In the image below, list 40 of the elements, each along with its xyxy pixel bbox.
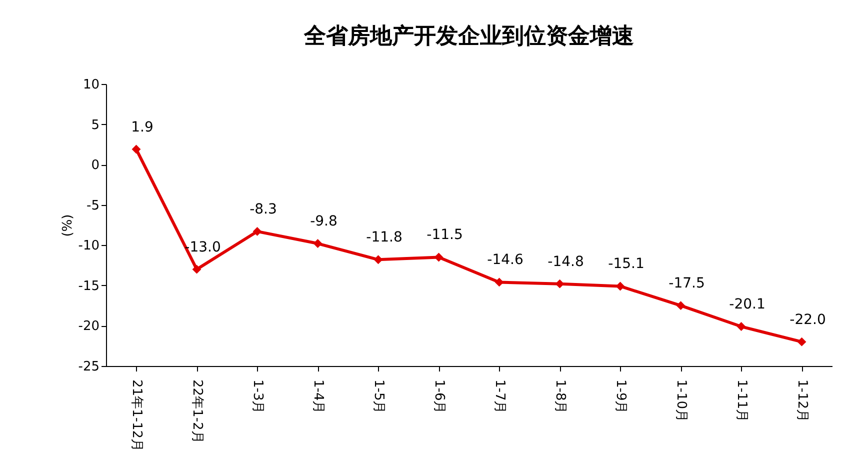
data-label: -9.8 xyxy=(310,214,338,230)
x-tick-label: 1-5月 xyxy=(370,380,386,414)
data-label: -8.3 xyxy=(250,201,277,218)
x-tick-label: 22年1-2月 xyxy=(189,380,204,444)
x-tick-label: 1-11月 xyxy=(734,380,749,422)
y-tick-label: -10 xyxy=(78,238,100,254)
data-label: -20.1 xyxy=(729,296,766,313)
data-label: -22.0 xyxy=(790,312,826,328)
data-label: -11.8 xyxy=(366,230,402,246)
data-label: 1.9 xyxy=(131,119,154,136)
x-tick-label: 1-4月 xyxy=(310,380,326,414)
x-tick-label: 1-7月 xyxy=(492,380,507,414)
x-tick-label: 1-12月 xyxy=(794,380,810,422)
x-tick-label: 21年1-12月 xyxy=(128,380,144,452)
data-label: -11.5 xyxy=(426,227,463,244)
data-label: -15.1 xyxy=(608,256,644,272)
point xyxy=(797,337,806,346)
x-tick-label: 1-8月 xyxy=(552,380,568,414)
y-tick-label: -20 xyxy=(78,319,100,334)
point xyxy=(252,226,262,236)
y-tick-label: 0 xyxy=(91,158,100,174)
point xyxy=(313,239,322,248)
point xyxy=(676,301,686,310)
y-tick-label: 10 xyxy=(82,78,100,92)
x-tick-label: 1-6月 xyxy=(431,380,446,414)
point xyxy=(192,264,202,274)
chart-title: 全省房地产开发企业到位资金增速 xyxy=(303,23,634,49)
data-label: -17.5 xyxy=(668,276,705,292)
y-axis-title: (%) xyxy=(60,214,76,237)
point xyxy=(736,322,746,331)
x-tick-label: 1-3月 xyxy=(250,380,265,414)
data-label: -14.8 xyxy=(548,254,584,270)
x-tick-label: 1-9月 xyxy=(612,380,628,414)
y-tick-label: -15 xyxy=(78,278,100,294)
y-tick-label: -5 xyxy=(86,198,100,214)
point xyxy=(132,144,141,154)
y-tick-label: 5 xyxy=(91,118,100,133)
data-label: -14.6 xyxy=(487,252,524,268)
y-tick-label: -25 xyxy=(78,360,100,374)
x-tick-label: 1-10月 xyxy=(673,380,688,422)
